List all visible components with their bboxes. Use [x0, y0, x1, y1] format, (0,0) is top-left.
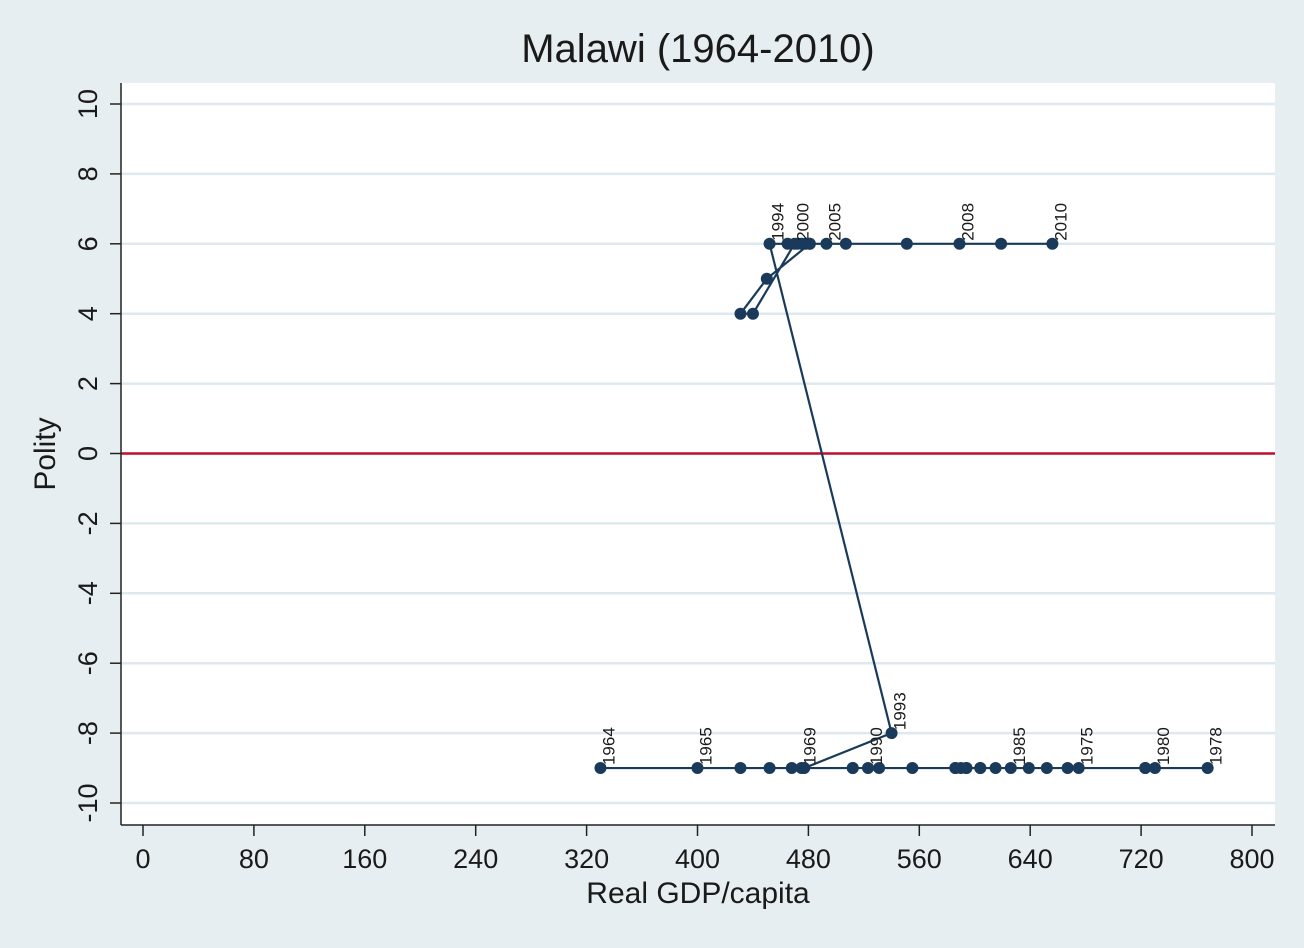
point-label: 2000	[794, 203, 813, 241]
x-tick-label: 320	[564, 844, 609, 874]
x-tick-label: 640	[1008, 844, 1053, 874]
y-tick-label: 8	[73, 166, 103, 181]
data-point	[960, 762, 973, 775]
data-point	[846, 762, 859, 775]
y-tick-label: -2	[73, 511, 103, 535]
point-label: 1985	[1010, 727, 1029, 765]
y-tick-label: -8	[73, 721, 103, 745]
chart-title: Malawi (1964-2010)	[521, 27, 875, 71]
y-tick-label: -10	[73, 783, 103, 822]
data-point	[785, 762, 798, 775]
data-point	[734, 307, 747, 320]
x-tick-label: 160	[342, 844, 387, 874]
y-axis-label: Polity	[29, 417, 62, 490]
x-tick-label: 80	[239, 844, 269, 874]
data-point	[760, 272, 773, 285]
point-label: 1975	[1078, 727, 1097, 765]
x-axis-label: Real GDP/capita	[586, 877, 810, 910]
y-tick-label: 6	[73, 236, 103, 251]
data-point	[995, 237, 1008, 250]
data-point	[746, 307, 759, 320]
y-tick-label: -4	[73, 581, 103, 605]
data-point	[862, 762, 875, 775]
point-label: 1978	[1207, 727, 1226, 765]
data-point	[900, 237, 913, 250]
data-point	[1072, 762, 1085, 775]
data-point	[803, 237, 816, 250]
x-tick-label: 720	[1119, 844, 1164, 874]
y-tick-label: 0	[73, 446, 103, 461]
data-point	[798, 762, 811, 775]
data-point	[1046, 237, 1059, 250]
data-point	[594, 762, 607, 775]
data-point	[885, 727, 898, 740]
data-point	[734, 762, 747, 775]
axes: -10 -8 -6 -4 -2 0 2 4 6 8 10 0 80 160 240 320 400 480 560 6…	[73, 83, 1275, 874]
y-tick-label: 4	[73, 306, 103, 321]
x-tick-label: 800	[1229, 844, 1274, 874]
x-tick-label: 240	[453, 844, 498, 874]
data-point	[820, 237, 833, 250]
point-label: 2005	[825, 203, 844, 241]
data-point	[1004, 762, 1017, 775]
point-label: 2008	[959, 203, 978, 241]
data-series: 1964 1965 1969 1975 1978 1980 1985 1990 1993 1994…	[594, 203, 1226, 775]
point-label: 1990	[867, 727, 886, 765]
x-tick-label: 480	[786, 844, 831, 874]
point-label: 1980	[1154, 727, 1173, 765]
data-point	[953, 237, 966, 250]
x-tick-label: 560	[897, 844, 942, 874]
point-label: 1965	[697, 727, 716, 765]
data-point	[1148, 762, 1161, 775]
gridlines	[121, 102, 1275, 805]
data-point	[691, 762, 704, 775]
data-point	[989, 762, 1002, 775]
data-point	[1201, 762, 1214, 775]
data-point	[1022, 762, 1035, 775]
point-label: 1964	[599, 727, 618, 765]
data-point	[906, 762, 919, 775]
data-point	[949, 762, 962, 775]
y-tick-label: 10	[73, 89, 103, 119]
x-tick-label: 400	[675, 844, 720, 874]
data-point	[763, 237, 776, 250]
point-label: 1993	[891, 692, 910, 730]
data-point	[974, 762, 987, 775]
data-point	[1061, 762, 1074, 775]
y-tick-label: 2	[73, 376, 103, 391]
point-label: 1994	[769, 203, 788, 241]
data-point	[788, 237, 801, 250]
data-point	[1040, 762, 1053, 775]
data-point	[873, 762, 886, 775]
data-point	[839, 237, 852, 250]
data-point	[1139, 762, 1152, 775]
data-point	[763, 762, 776, 775]
y-tick-label: -6	[73, 651, 103, 675]
x-tick-label: 0	[135, 844, 150, 874]
point-label: 2010	[1051, 203, 1070, 241]
point-label: 1969	[800, 727, 819, 765]
